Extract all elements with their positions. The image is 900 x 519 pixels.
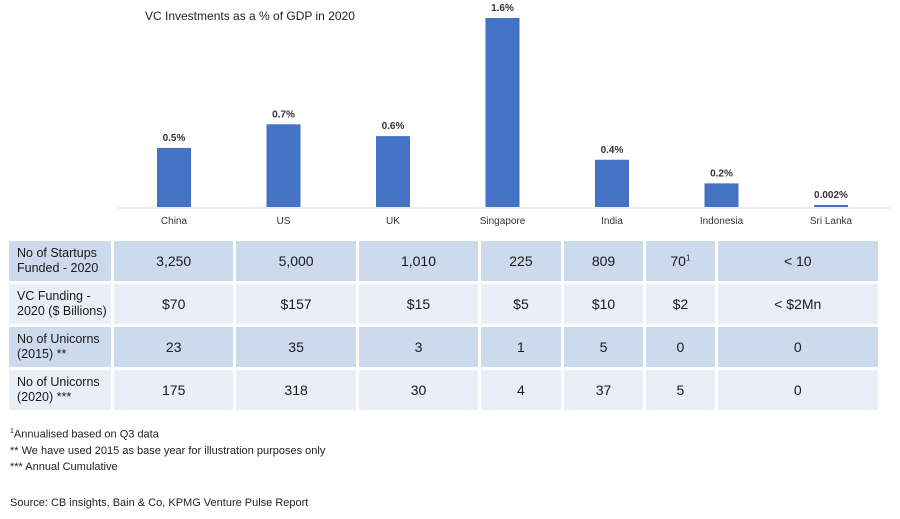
bar-value-label: 0.002% (814, 190, 848, 201)
bar-india (595, 159, 629, 207)
bar-value-label: 0.7% (272, 109, 295, 120)
bar-value-label: 1.6% (491, 3, 514, 14)
data-table: No of Startups Funded - 2020 3,250 5,000… (6, 238, 881, 413)
bar-value-label: 0.6% (382, 121, 405, 132)
row-label: No of Unicorns (2015) ** (9, 327, 111, 367)
cell-value: 70 (670, 253, 686, 269)
table-cell: 809 (563, 241, 644, 281)
table-cell: $70 (114, 284, 234, 324)
row-label: VC Funding - 2020 ($ Billions) (9, 284, 111, 324)
table-cell: 175 (114, 370, 234, 410)
footnote-3: *** Annual Cumulative (10, 460, 118, 473)
table-cell: 3 (358, 327, 479, 367)
table-cell: 0 (646, 327, 715, 367)
footnote-2: ** We have used 2015 as base year for il… (10, 444, 326, 457)
category-label: Indonesia (700, 216, 744, 227)
bar-chart: 0.5% China 0.7% US 0.6% UK 1.6% Singapore 0.4% In… (118, 3, 890, 227)
bar-sri-lanka (814, 205, 848, 207)
table-cell: 30 (358, 370, 479, 410)
table-cell: $2 (646, 284, 715, 324)
category-label: China (161, 216, 188, 227)
table-cell: 4 (481, 370, 561, 410)
table-row-startups-funded: No of Startups Funded - 2020 3,250 5,000… (9, 241, 878, 281)
table-cell: 5 (646, 370, 715, 410)
bar-value-label: 0.2% (710, 168, 733, 179)
category-label: UK (386, 216, 400, 227)
bar-value-label: 0.4% (601, 145, 624, 156)
chart-title: VC Investments as a % of GDP in 2020 (145, 9, 355, 23)
footnote-1: 1Annualised based on Q3 data (10, 424, 325, 443)
table-cell: $157 (236, 284, 356, 324)
table-cell: 35 (236, 327, 356, 367)
table-cell: 3,250 (114, 241, 234, 281)
table-cell: 1 (481, 327, 561, 367)
bar-indonesia (704, 183, 739, 207)
table-cell: < $2Mn (717, 284, 878, 324)
table-cell: 5 (563, 327, 644, 367)
table-row-vc-funding: VC Funding - 2020 ($ Billions) $70 $157 … (9, 284, 878, 324)
bars-group: 0.5% China 0.7% US 0.6% UK 1.6% Singapore 0.4% In… (157, 3, 853, 227)
table-cell: 225 (481, 241, 561, 281)
bar-singapore (485, 18, 520, 207)
bar-value-label: 0.5% (163, 133, 186, 144)
footnote-text: Annualised based on Q3 data (13, 428, 159, 441)
table-cell: < 10 (717, 241, 878, 281)
table-cell: 0 (717, 370, 878, 410)
table-cell: 23 (114, 327, 234, 367)
table-cell: 0 (717, 327, 878, 367)
bar-china (157, 147, 191, 207)
bar-uk (376, 136, 410, 207)
footnote-marker: 1 (685, 253, 691, 263)
category-label: Singapore (480, 216, 526, 227)
table-cell: 318 (236, 370, 356, 410)
table-cell-with-note: 701 (646, 241, 715, 281)
bar-us (266, 124, 301, 207)
table-cell: 5,000 (236, 241, 356, 281)
footnotes: 1Annualised based on Q3 data ** We have … (10, 424, 325, 475)
table-cell: 1,010 (358, 241, 479, 281)
category-label: India (601, 216, 623, 227)
source-note: Source: CB insights, Bain & Co, KPMG Ven… (10, 497, 309, 509)
category-label: US (277, 216, 291, 227)
row-label: No of Unicorns (2020) *** (9, 370, 111, 410)
table-cell: $15 (358, 284, 479, 324)
row-label: No of Startups Funded - 2020 (9, 241, 111, 281)
table-row-unicorns-2015: No of Unicorns (2015) ** 23 35 3 1 5 0 0 (9, 327, 878, 367)
table-cell: 37 (563, 370, 644, 410)
footnote-marker: 1 (10, 428, 14, 435)
table-cell: $5 (481, 284, 561, 324)
table-row-unicorns-2020: No of Unicorns (2020) *** 175 318 30 4 3… (9, 370, 878, 410)
table-cell: $10 (563, 284, 644, 324)
category-label: Sri Lanka (810, 216, 853, 227)
